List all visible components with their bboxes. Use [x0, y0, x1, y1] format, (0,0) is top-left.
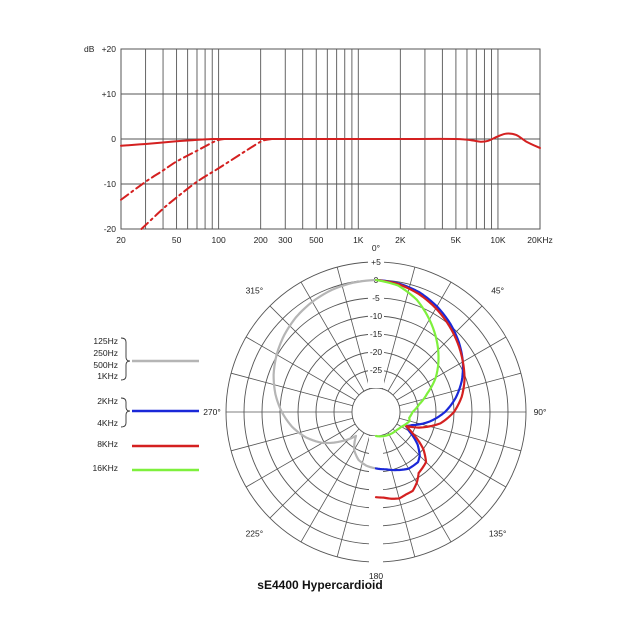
plot-frame: [120, 48, 541, 230]
polar-angle-label: 225°: [246, 529, 264, 539]
polar-spoke: [387, 432, 452, 543]
legend-label: 500Hz: [93, 360, 118, 370]
polar-angle-label: 0°: [372, 243, 380, 253]
polar-angle-label: 180: [369, 571, 383, 581]
label-strip-top: [368, 260, 384, 388]
polar-r-tick-label: -20: [370, 347, 383, 357]
label-strip-bottom: [369, 436, 383, 563]
polar-curve-2KHz-4KHz: [374, 278, 465, 472]
series-line-flat: [120, 132, 541, 149]
polar-r-tick-label: +5: [371, 257, 381, 267]
series-line-low-cut-2: [140, 138, 273, 230]
legend-label: 1KHz: [97, 371, 118, 381]
legend-label: 8KHz: [97, 439, 118, 449]
polar-r-tick-label: -10: [370, 311, 383, 321]
frequency-response-chart: +20 +10 0 -10 -20 dB 20 50 100 200 300 500 1K 2K 5K 10K…: [84, 44, 553, 245]
chart-title: sE4400 Hypercardioid: [257, 578, 383, 592]
legend-brace: [120, 397, 131, 428]
polar-pattern-chart: +50-5-10-15-20-250°45°90°135°180225°270°…: [203, 243, 546, 581]
x-tick-label: 5K: [451, 235, 462, 245]
x-tick-label: 300: [278, 235, 292, 245]
polar-angle-label: 135°: [489, 529, 507, 539]
x-tick-label: 20KHz: [527, 235, 553, 245]
polar-spoke: [336, 435, 371, 557]
y-tick-label: +10: [102, 89, 117, 99]
polar-spoke: [269, 428, 360, 519]
legend-label: 250Hz: [93, 348, 118, 358]
legend-label: 4KHz: [97, 418, 118, 428]
polar-curve-8KHz: [374, 278, 466, 500]
polar-curve-125Hz-1KHz: [272, 278, 378, 470]
y-tick-label: -20: [104, 224, 117, 234]
x-tick-label: 2K: [395, 235, 406, 245]
polar-spoke: [300, 281, 365, 392]
polar-spoke: [245, 336, 356, 401]
legend-label: 16KHz: [92, 463, 118, 473]
polar-r-tick-label: -15: [370, 329, 383, 339]
polar-r-tick-label: -5: [372, 293, 380, 303]
y-tick-label: 0: [111, 134, 116, 144]
y-tick-label: +20: [102, 44, 117, 54]
polar-spoke: [231, 417, 353, 452]
x-tick-label: 500: [309, 235, 323, 245]
polar-angle-label: 315°: [246, 285, 264, 295]
polar-spoke: [396, 336, 507, 401]
legend-label: 2KHz: [97, 396, 118, 406]
polar-curve-16KHz: [374, 278, 440, 438]
x-tick-label: 1K: [353, 235, 364, 245]
y-tick-label: -10: [104, 179, 117, 189]
polar-angle-label: 90°: [534, 407, 547, 417]
x-tick-label: 50: [172, 235, 182, 245]
polar-spoke: [231, 372, 353, 407]
legend-brace: [120, 337, 131, 381]
polar-spoke: [336, 267, 371, 389]
x-tick-label: 100: [212, 235, 226, 245]
polar-angle-label: 270°: [203, 407, 221, 417]
y-axis-label: dB: [84, 44, 95, 54]
series-line-low-cut-1: [120, 138, 226, 201]
x-tick-label: 200: [254, 235, 268, 245]
polar-spoke: [269, 305, 360, 396]
polar-ring: [351, 387, 401, 437]
legend-label: 125Hz: [93, 336, 118, 346]
polar-spoke: [387, 281, 452, 392]
polar-spoke: [245, 423, 356, 488]
polar-r-tick-label: -25: [370, 365, 383, 375]
polar-angle-label: 45°: [491, 285, 504, 295]
polar-spoke: [381, 435, 416, 557]
x-tick-label: 10K: [490, 235, 505, 245]
polar-spoke: [392, 428, 483, 519]
x-tick-label: 20: [116, 235, 126, 245]
